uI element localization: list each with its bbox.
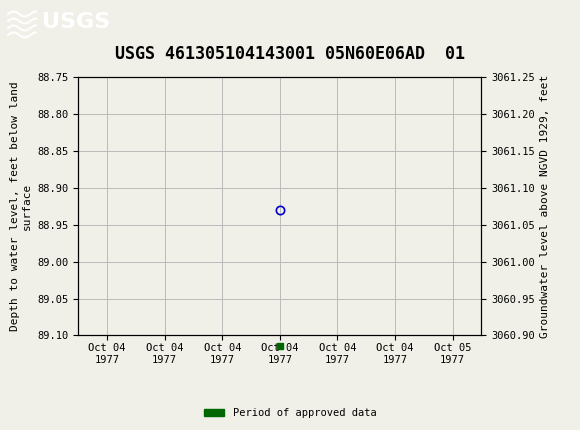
Y-axis label: Depth to water level, feet below land
surface: Depth to water level, feet below land su… [10, 82, 32, 331]
Text: USGS 461305104143001 05N60E06AD  01: USGS 461305104143001 05N60E06AD 01 [115, 45, 465, 63]
Text: USGS: USGS [42, 12, 110, 32]
Y-axis label: Groundwater level above NGVD 1929, feet: Groundwater level above NGVD 1929, feet [541, 75, 550, 338]
Legend: Period of approved data: Period of approved data [200, 404, 380, 423]
